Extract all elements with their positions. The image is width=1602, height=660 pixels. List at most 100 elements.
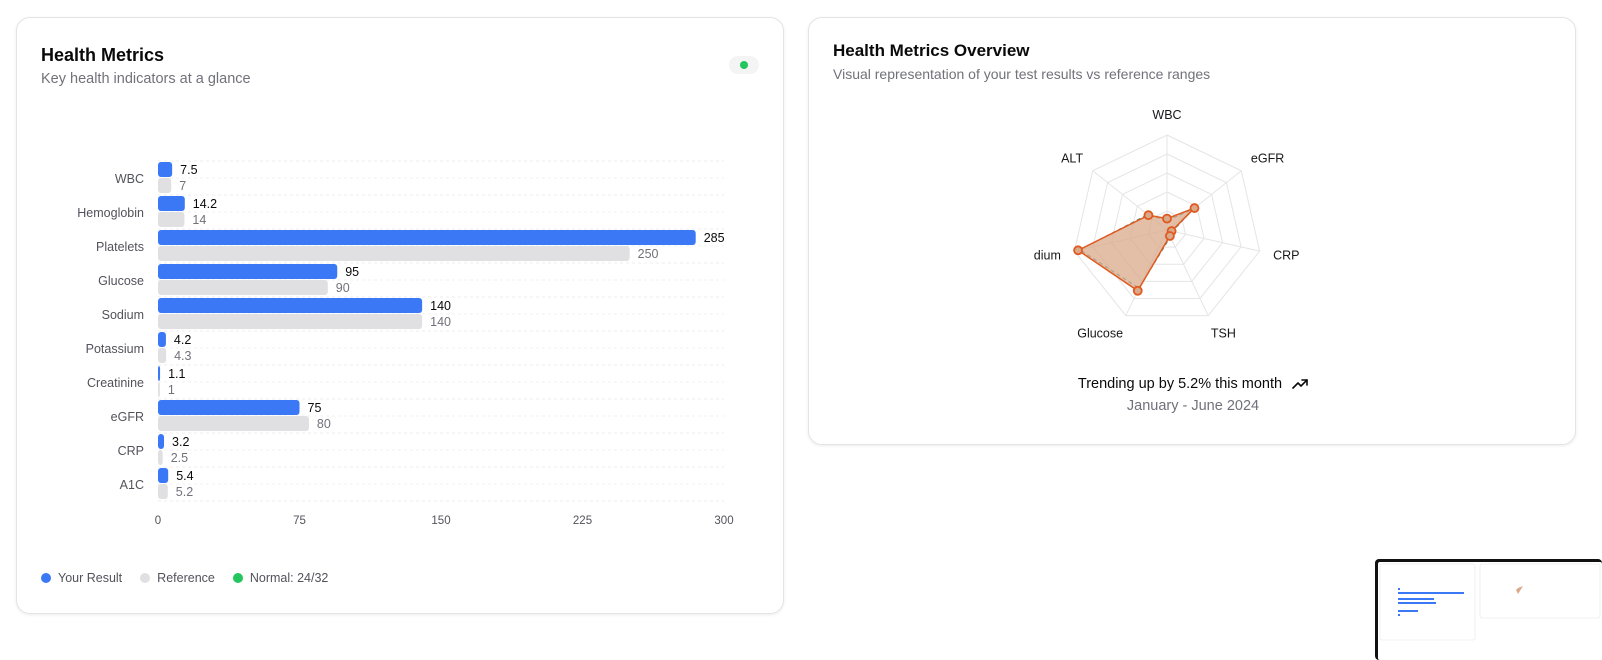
radar-axis-label: WBC — [1152, 108, 1181, 122]
category-label: Potassium — [86, 342, 144, 356]
legend-label: Normal: 24/32 — [249, 571, 329, 585]
card-title: Health Metrics — [41, 45, 165, 65]
reference-bar — [158, 382, 160, 397]
result-bar — [158, 366, 161, 381]
reference-bar — [158, 348, 167, 363]
card-subtitle: Key health indicators at a glance — [41, 71, 251, 87]
result-value-label: 14.2 — [193, 197, 217, 211]
radar-point — [1162, 213, 1172, 224]
legend-dot-icon — [232, 573, 243, 583]
legend-label: Your Result — [58, 571, 123, 585]
reference-bar — [158, 314, 423, 329]
category-label: Platelets — [96, 240, 144, 254]
category-label: WBC — [115, 172, 144, 186]
card-subtitle: Visual representation of your test resul… — [833, 66, 1211, 82]
radar-grid-spoke — [1166, 229, 1260, 252]
radar-chart: WBC eGFR CRP TSH Glucose dium ALT — [1034, 108, 1300, 341]
radar-axis-label: CRP — [1273, 249, 1299, 263]
x-tick-label: 225 — [573, 515, 592, 527]
x-tick-label: 300 — [714, 515, 733, 527]
x-tick-label: 75 — [293, 515, 306, 527]
card-title: Health Metrics Overview — [833, 41, 1030, 60]
result-value-label: 7.5 — [180, 163, 197, 177]
category-label: Sodium — [102, 308, 144, 322]
legend-dot-icon — [140, 573, 151, 583]
reference-value-label: 7 — [179, 179, 186, 193]
reference-bar — [158, 450, 163, 465]
legend-item-result: Your Result — [41, 571, 122, 585]
radar-grid-ring — [1092, 153, 1242, 299]
reference-value-label: 4.3 — [174, 349, 191, 363]
reference-value-label: 1 — [168, 383, 175, 397]
radar-axis-label: TSH — [1211, 327, 1236, 341]
reference-value-label: 140 — [430, 315, 451, 329]
preview-thumbnail[interactable] — [1375, 559, 1602, 660]
radar-point — [1132, 285, 1143, 296]
legend-item-reference: Reference — [140, 571, 215, 585]
reference-bar — [158, 416, 309, 431]
radar-axis-label: ALT — [1061, 151, 1083, 165]
period-label: January - June 2024 — [1126, 398, 1260, 414]
x-tick-label: 150 — [431, 515, 450, 527]
category-label: eGFR — [111, 410, 144, 424]
result-value-label: 4.2 — [174, 333, 191, 347]
result-value-label: 3.2 — [172, 435, 189, 449]
result-bar — [158, 298, 423, 313]
reference-value-label: 80 — [317, 417, 331, 431]
radar-point — [1164, 231, 1175, 241]
reference-value-label: 90 — [336, 281, 350, 295]
result-value-label: 75 — [308, 401, 322, 415]
result-bar — [158, 434, 165, 449]
x-tick-label: 0 — [155, 515, 161, 527]
health-overview-card: Health Metrics Overview Visual represent… — [808, 17, 1576, 445]
result-value-label: 140 — [430, 299, 451, 313]
reference-bar — [158, 246, 630, 261]
chart-legend: Your Result Reference Normal: 24/32 — [41, 571, 346, 585]
reference-value-label: 14 — [192, 213, 206, 227]
result-value-label: 95 — [345, 265, 359, 279]
thumbnail-graphic — [1379, 563, 1601, 641]
category-label: A1C — [120, 478, 144, 492]
category-label: Creatinine — [87, 376, 144, 390]
category-label: CRP — [118, 444, 144, 458]
result-bar — [158, 332, 166, 347]
preview-thumbnail-image — [1378, 562, 1602, 660]
result-bar — [158, 196, 185, 211]
green-dot-icon — [740, 61, 748, 69]
reference-bar — [158, 178, 172, 193]
radar-point — [1143, 210, 1154, 221]
result-bar — [158, 230, 696, 245]
reference-bar — [158, 484, 168, 499]
reference-value-label: 5.2 — [176, 485, 193, 499]
result-bar — [158, 162, 173, 177]
result-bar — [158, 400, 300, 415]
trend-text: Trending up by 5.2% this month — [1077, 376, 1283, 392]
result-value-label: 1.1 — [168, 367, 185, 381]
result-bar — [158, 264, 338, 279]
radar-axis-label: eGFR — [1251, 151, 1284, 165]
bar-chart: WBC7.57Hemoglobin14.214Platelets285250Gl… — [77, 160, 734, 527]
reference-value-label: 2.5 — [171, 451, 188, 465]
radar-grid-ring — [1073, 134, 1261, 317]
result-value-label: 5.4 — [176, 469, 193, 483]
legend-dot-icon — [41, 573, 51, 583]
health-metrics-card: Health Metrics Key health indicators at … — [16, 17, 784, 614]
radar-result-area — [1076, 207, 1196, 292]
radar-axis-label: dium — [1034, 249, 1061, 263]
result-bar — [158, 468, 169, 483]
category-label: Glucose — [98, 274, 144, 288]
radar-point — [1189, 203, 1200, 213]
result-value-label: 285 — [704, 231, 725, 245]
trend-summary: Trending up by 5.2% this month — [809, 376, 1577, 392]
reference-bar — [158, 212, 185, 227]
radar-point — [1073, 245, 1083, 256]
radar-grid-spoke — [1166, 229, 1209, 316]
legend-item-normal: Normal: 24/32 — [232, 571, 329, 585]
legend-label: Reference — [157, 571, 215, 585]
reference-value-label: 250 — [638, 247, 659, 261]
category-label: Hemoglobin — [77, 206, 144, 220]
radar-grid-ring — [1129, 191, 1205, 265]
trending-up-icon — [1292, 379, 1308, 389]
reference-bar — [158, 280, 328, 295]
radar-grid-ring — [1110, 172, 1224, 282]
